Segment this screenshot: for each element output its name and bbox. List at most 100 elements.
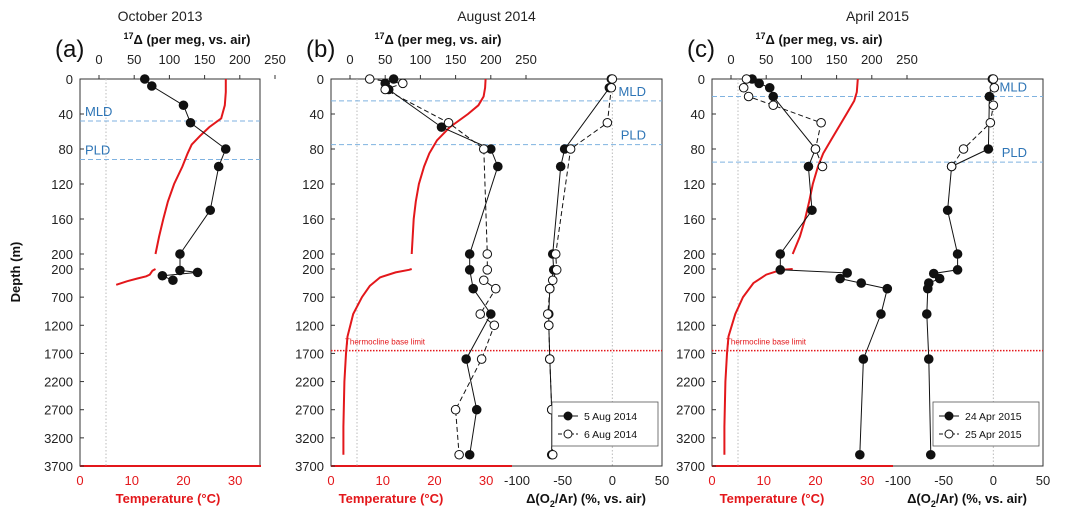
panel-title: August 2014	[457, 8, 536, 24]
temp-tick-label: 10	[124, 473, 138, 488]
data-point	[478, 144, 489, 154]
level-label: PLD	[85, 143, 110, 158]
top-axis-label: 17Δ (per meg, vs. air)	[123, 31, 250, 47]
temp-tick-label: 10	[375, 473, 389, 488]
depth-tick-label: 2700	[676, 403, 705, 418]
panel-title: April 2015	[846, 8, 909, 24]
depth-tick-label: 700	[51, 290, 73, 305]
data-point	[205, 205, 216, 216]
data-point	[807, 205, 817, 216]
dO2Ar-tick-label: 0	[609, 473, 616, 488]
top-tick-label: 0	[727, 52, 734, 67]
depth-tick-label: 1200	[44, 318, 73, 333]
data-point	[925, 449, 936, 460]
temp-tick-label: 30	[228, 473, 242, 488]
plot-frame	[79, 78, 261, 467]
depth-tick-label: 80	[59, 142, 73, 157]
data-point	[175, 265, 185, 276]
data-point	[768, 91, 779, 102]
data-point	[220, 144, 231, 154]
data-point	[147, 81, 157, 91]
depth-tick-label: 1700	[676, 346, 705, 361]
top-tick-label: 150	[826, 52, 848, 67]
series-line	[951, 78, 995, 167]
data-point	[388, 74, 399, 84]
data-point	[985, 117, 996, 128]
top-tick-label: 250	[896, 52, 918, 67]
top-tick-label: 100	[791, 52, 813, 67]
data-point	[364, 74, 375, 84]
data-point	[542, 309, 553, 319]
top-tick-label: 50	[378, 52, 392, 67]
level-label: MLD	[85, 104, 112, 119]
y-axis-label: Depth (m)	[8, 242, 23, 303]
data-point	[817, 161, 828, 172]
data-point	[984, 91, 995, 102]
data-point	[486, 309, 496, 319]
data-point	[555, 161, 566, 172]
data-point	[565, 144, 576, 154]
data-point	[775, 265, 786, 275]
dO2Ar-tick-label: 50	[655, 473, 669, 488]
depth-tick-label: 160	[302, 212, 324, 227]
data-point	[882, 283, 893, 294]
data-point	[543, 320, 554, 331]
data-point	[471, 404, 482, 415]
data-point	[544, 354, 555, 364]
panel-b: August 2014 (b) 17Δ (per meg, vs. air) 0 50 1…	[295, 8, 669, 509]
data-point	[858, 354, 869, 364]
data-point	[856, 278, 867, 288]
data-point	[602, 117, 613, 128]
data-point	[490, 283, 501, 294]
legend-label: 25 Apr 2015	[965, 429, 1022, 441]
depth-tick-label: 2200	[676, 375, 705, 390]
data-point	[988, 100, 999, 111]
panel-letter: (a)	[55, 36, 84, 63]
dO2Ar-tick-label: -100	[885, 473, 911, 488]
top-tick-label: 250	[515, 52, 537, 67]
legend-box	[551, 401, 659, 447]
data-point	[989, 82, 1000, 93]
data-point	[551, 265, 562, 275]
temp-tick-label: 20	[176, 473, 190, 488]
data-point	[550, 249, 561, 259]
data-point	[952, 265, 963, 275]
temp-tick-label: 0	[708, 473, 715, 488]
data-point	[946, 161, 957, 172]
data-point	[816, 117, 826, 128]
data-point	[754, 78, 764, 89]
data-point	[775, 249, 786, 259]
top-tick-label: 0	[95, 52, 102, 67]
data-point	[461, 354, 471, 364]
depth-tick-label: 160	[683, 212, 705, 227]
depth-tick-label: 2200	[44, 375, 73, 390]
data-point	[547, 449, 558, 460]
thermocline-label: Thermocline base limit	[726, 338, 807, 347]
data-point	[192, 267, 203, 278]
depth-tick-label: 120	[683, 177, 705, 192]
depth-tick-label: 1200	[676, 318, 705, 333]
dO2Ar-tick-label: -50	[553, 473, 572, 488]
data-point	[157, 270, 168, 281]
temperature-profile-upper	[154, 79, 227, 255]
data-point	[398, 78, 408, 89]
bottom-axis-label: Temperature (°C)	[116, 491, 221, 506]
depth-tick-label: 3700	[44, 459, 73, 474]
depth-tick-label: 1200	[295, 318, 324, 333]
legend-label: 24 Apr 2015	[965, 411, 1022, 423]
panel-letter: (c)	[687, 36, 715, 63]
right-axis-label: Δ(O2/Ar) (%, vs. air)	[907, 491, 1027, 509]
depth-tick-label: 40	[310, 107, 324, 122]
depth-tick-label: 40	[691, 107, 705, 122]
data-point	[464, 449, 475, 460]
data-point	[168, 275, 178, 286]
depth-tick-label: 1700	[44, 346, 73, 361]
data-point	[478, 275, 489, 286]
depth-tick-label: 700	[302, 290, 324, 305]
depth-tick-label: 120	[302, 177, 324, 192]
top-tick-label: 150	[445, 52, 467, 67]
data-point	[942, 205, 953, 216]
dO2Ar-tick-label: -50	[934, 473, 953, 488]
top-tick-label: 50	[759, 52, 773, 67]
